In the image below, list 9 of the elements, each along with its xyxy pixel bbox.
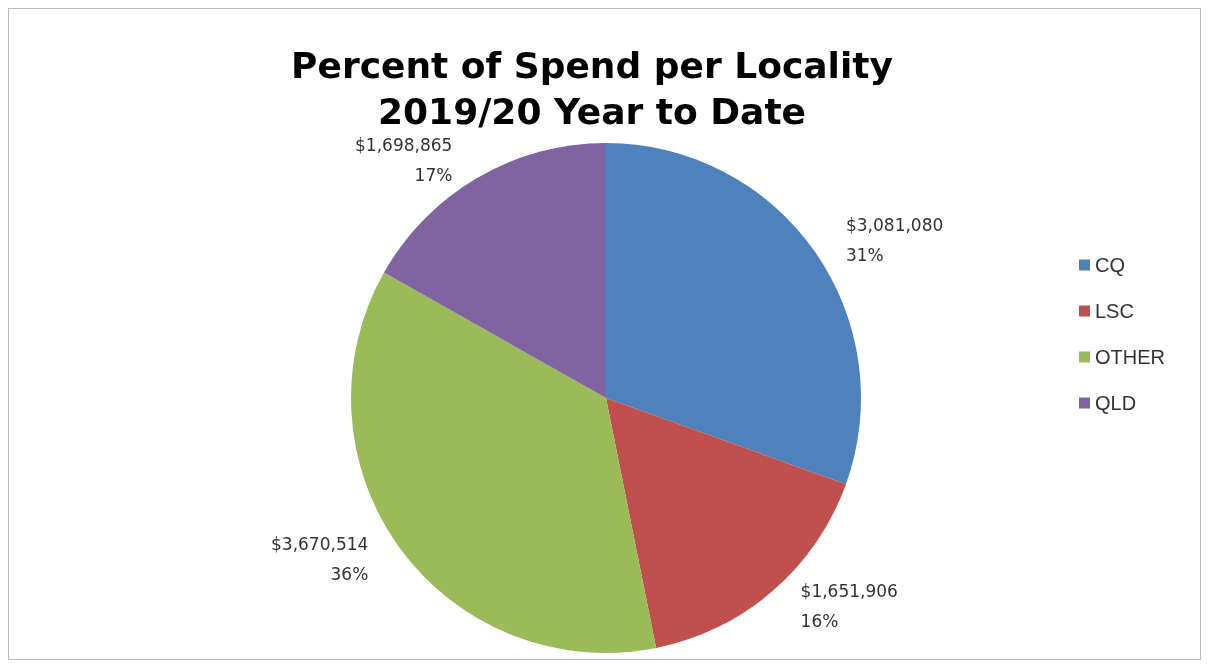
- data-label: $1,698,865 17%: [355, 135, 453, 186]
- legend-label: OTHER: [1095, 346, 1165, 368]
- chart-title: Percent of Spend per Locality 2019/20 Year to Date: [291, 44, 893, 132]
- legend-label: CQ: [1095, 254, 1125, 276]
- data-label: $1,651,906 16%: [800, 581, 898, 632]
- data-label: $3,670,514 36%: [271, 534, 369, 585]
- legend-label: QLD: [1095, 392, 1137, 414]
- data-label: $3,081,080 31%: [845, 214, 944, 265]
- legend-label: LSC: [1095, 300, 1134, 322]
